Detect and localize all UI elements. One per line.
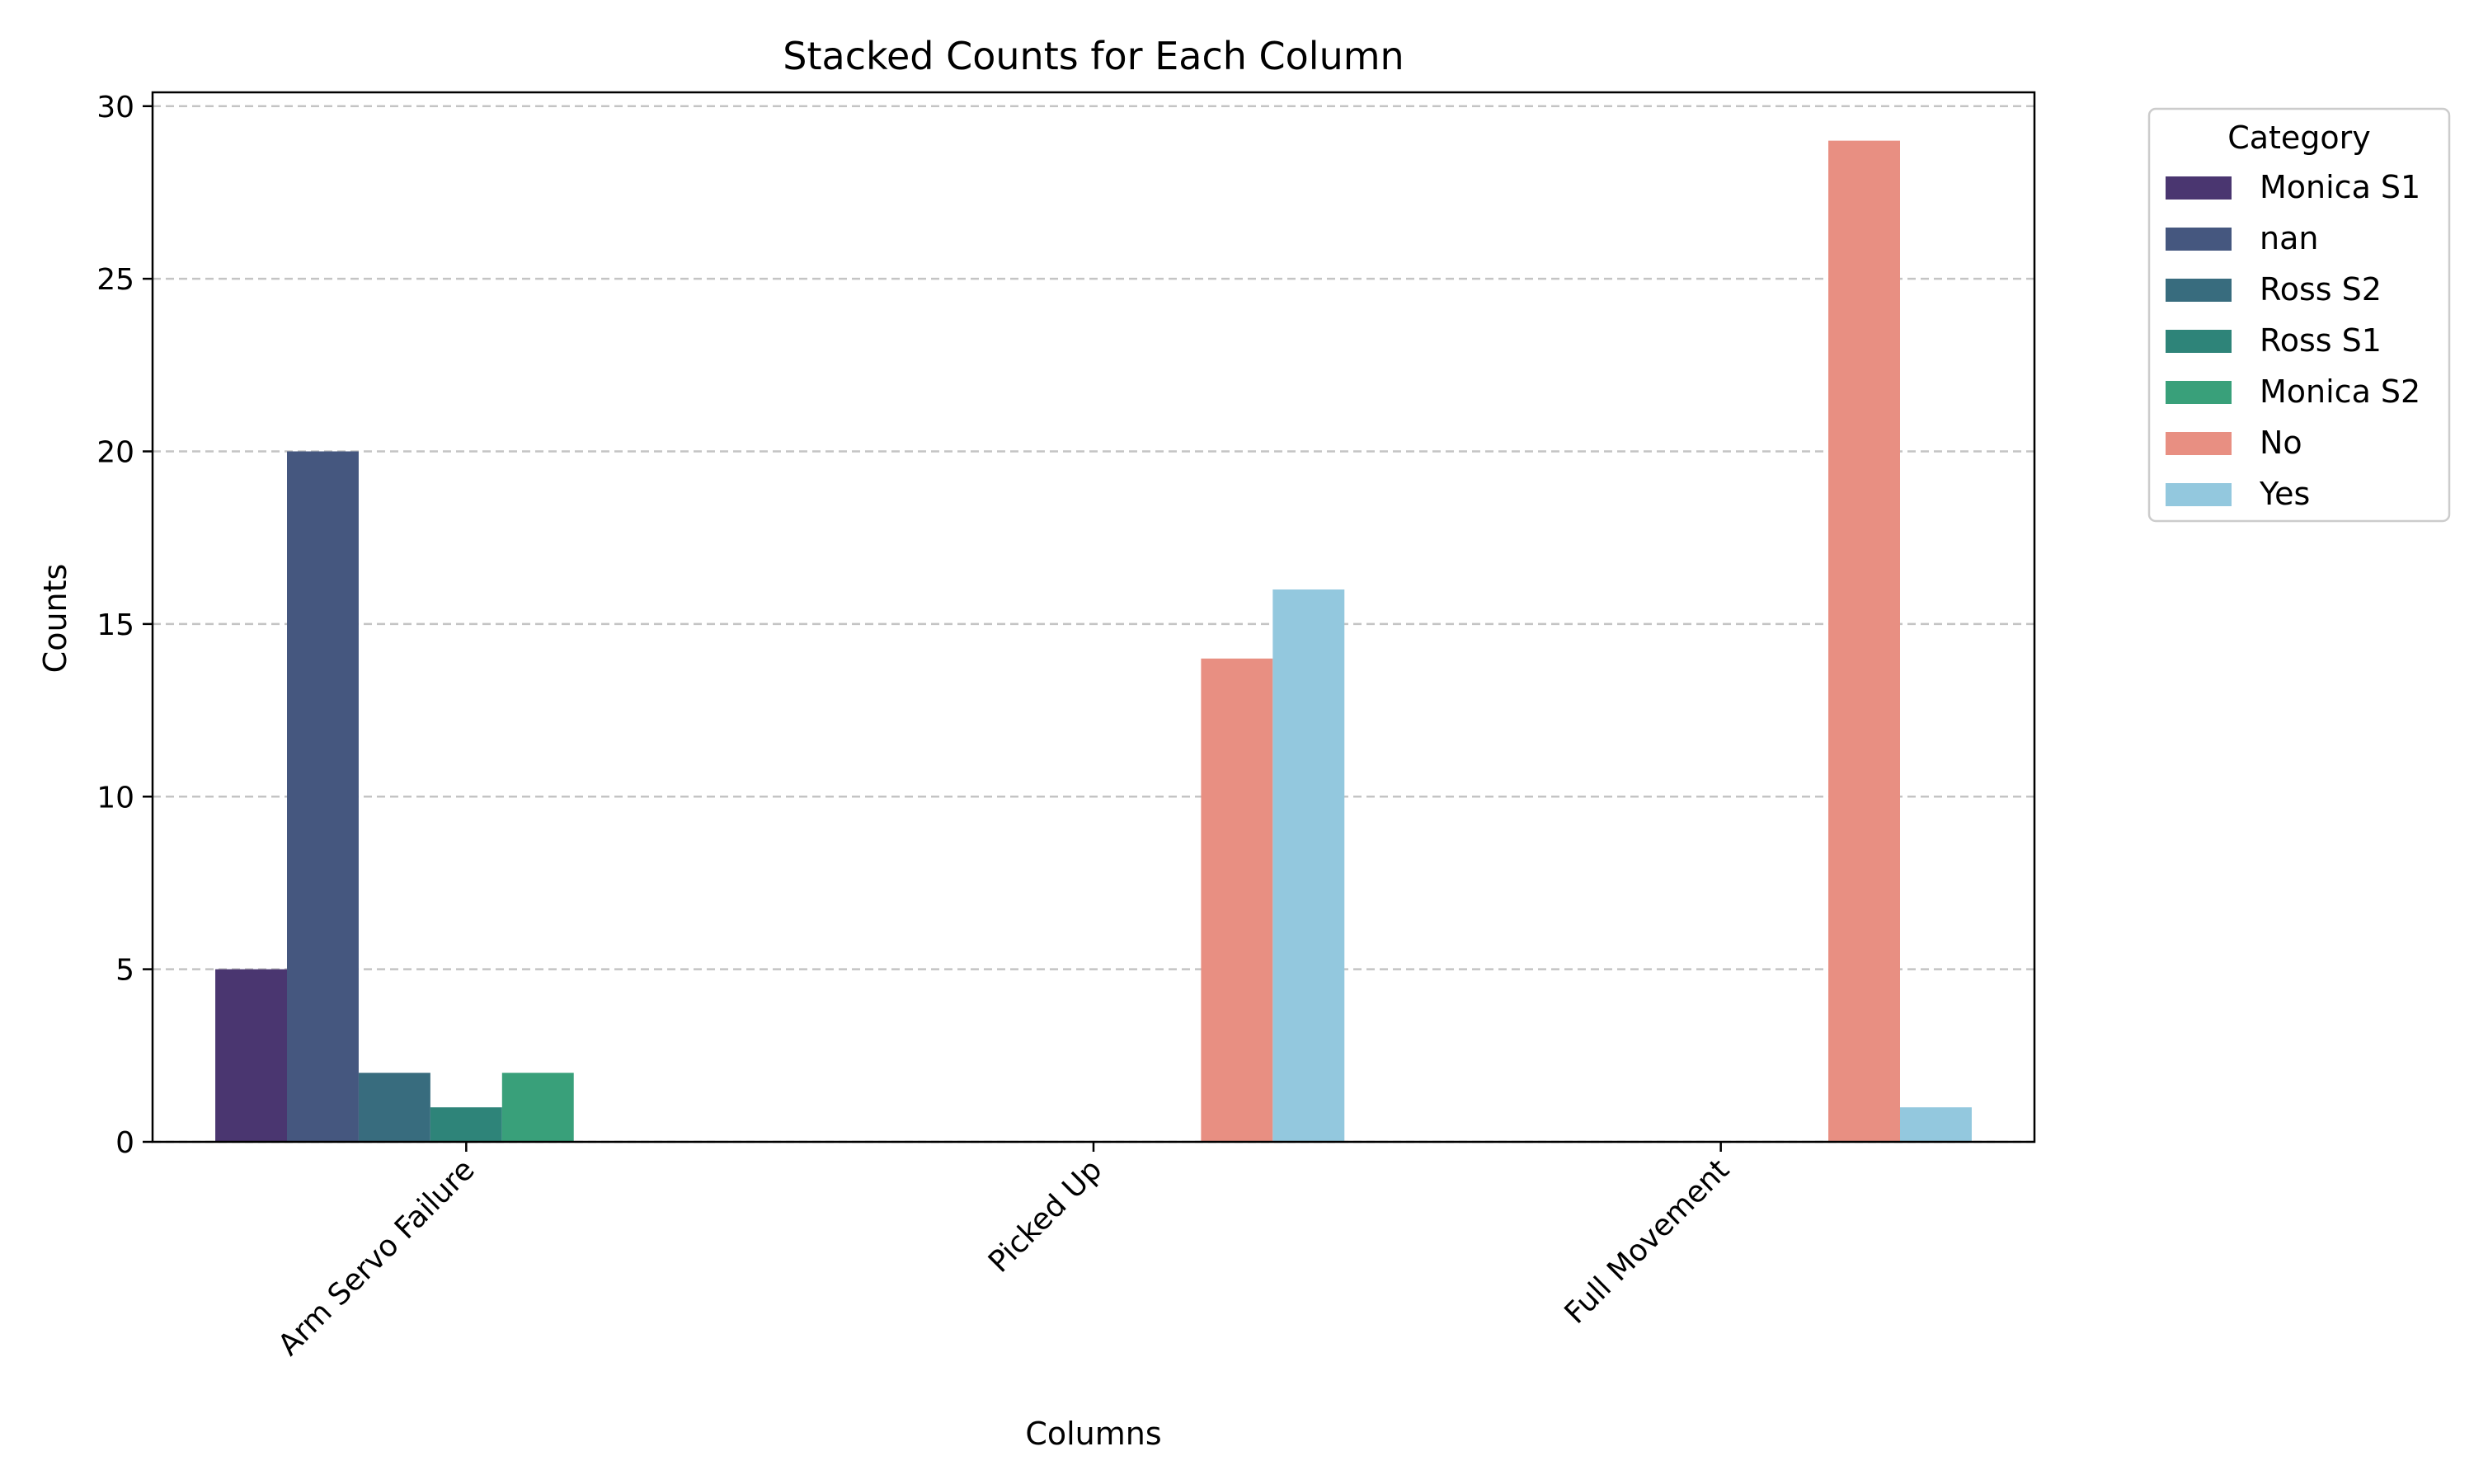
y-tick-label: 0	[115, 1126, 134, 1160]
x-axis-label: Columns	[1025, 1416, 1161, 1452]
legend-title: Category	[2227, 120, 2371, 156]
legend-swatch	[2166, 432, 2232, 455]
legend-frame	[2147, 107, 2451, 523]
legend-label: Yes	[2259, 476, 2310, 512]
legend-label: Ross S2	[2260, 271, 2382, 308]
x-tick-label: Picked Up	[982, 1153, 1108, 1279]
legend-swatch	[2166, 330, 2232, 353]
legend-swatch	[2166, 381, 2232, 404]
x-axis: Arm Servo Failure Picked Up Full Movement	[272, 1142, 1736, 1362]
legend-label: No	[2260, 425, 2302, 461]
y-axis: 0 5 10 15 20 25 30	[96, 91, 153, 1160]
bars	[215, 140, 1972, 1142]
y-tick-label: 30	[96, 91, 134, 124]
legend-swatch	[2166, 228, 2232, 251]
bar	[1272, 589, 1345, 1142]
legend-items: Monica S1 nan Ross S2 Ross S1 Monica S2 No Yes	[2166, 169, 2420, 512]
legend-label: Monica S1	[2260, 169, 2420, 205]
y-axis-label: Counts	[37, 564, 73, 674]
legend-swatch	[2166, 279, 2232, 302]
y-tick-label: 10	[96, 781, 134, 815]
x-tick-label: Arm Servo Failure	[272, 1153, 482, 1362]
y-tick-label: 20	[96, 436, 134, 470]
legend-swatch	[2166, 483, 2232, 506]
x-tick-label: Full Movement	[1559, 1153, 1736, 1330]
bar	[287, 451, 359, 1142]
bar	[358, 1073, 430, 1142]
bar	[1900, 1107, 1972, 1142]
legend-label: Monica S2	[2260, 373, 2420, 410]
legend-label: nan	[2260, 220, 2318, 256]
y-tick-label: 5	[115, 954, 134, 988]
plot-frame	[151, 91, 2036, 1144]
bar	[501, 1073, 574, 1142]
bar	[430, 1107, 502, 1142]
y-tick-label: 15	[96, 608, 134, 642]
y-tick-label: 25	[96, 263, 134, 297]
bar	[1201, 658, 1273, 1142]
legend-label: Ross S1	[2260, 322, 2382, 359]
chart-title: Stacked Counts for Each Column	[783, 34, 1404, 78]
legend-swatch	[2166, 176, 2232, 200]
grid-lines	[153, 105, 2034, 1144]
bar	[1828, 140, 1900, 1142]
bar	[215, 969, 287, 1142]
